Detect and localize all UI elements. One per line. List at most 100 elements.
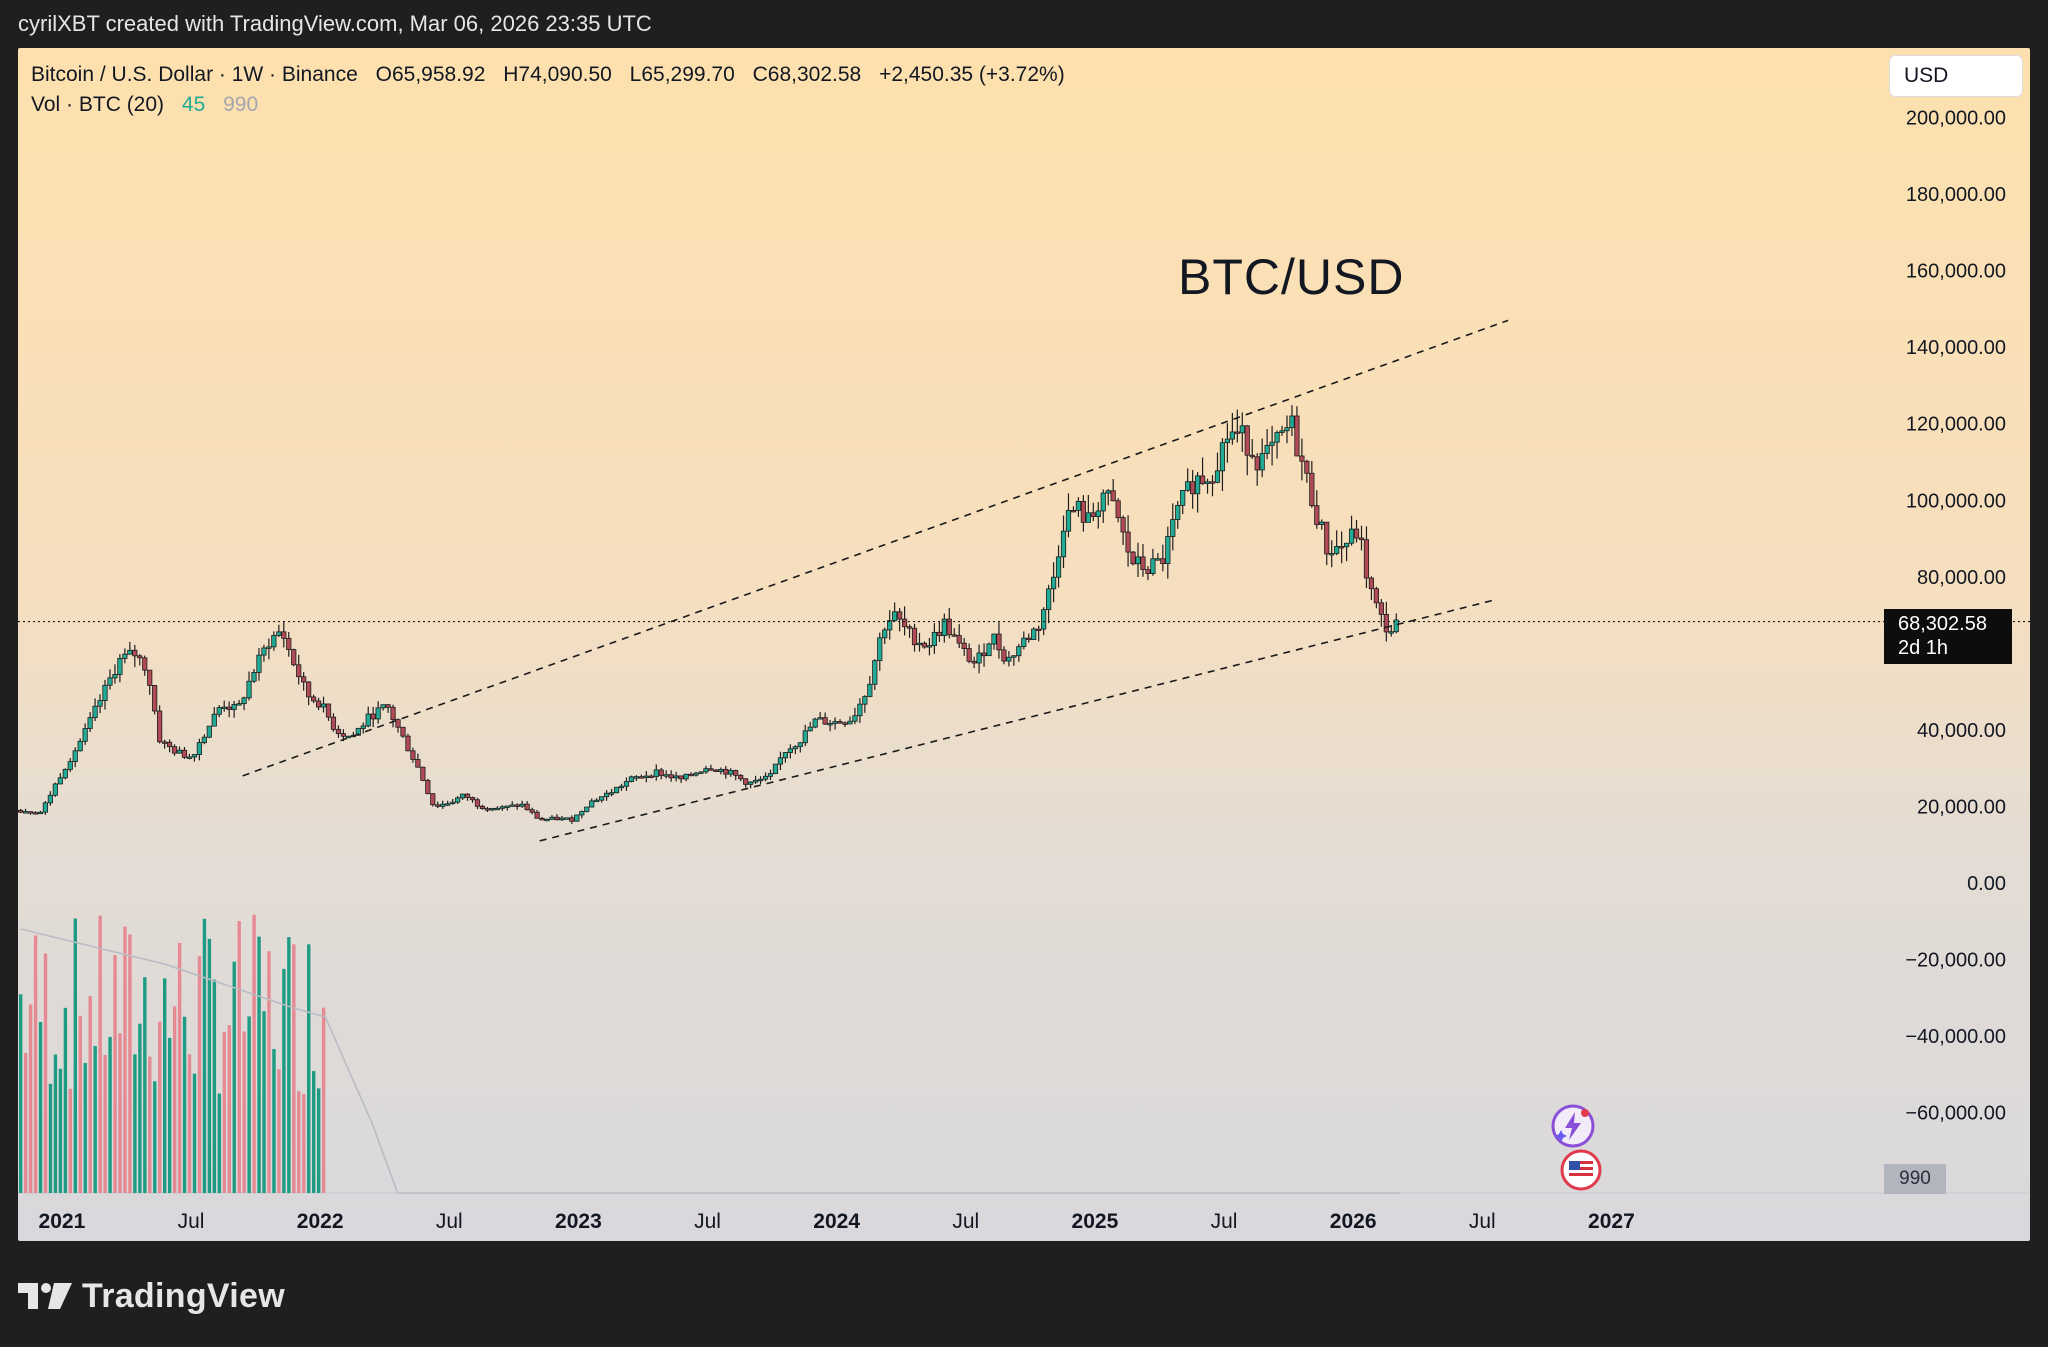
- currency-selector[interactable]: USD: [1889, 55, 2023, 97]
- candle-down: [688, 773, 694, 777]
- candle-up: [564, 817, 570, 820]
- candle-up: [1060, 530, 1067, 558]
- lightning-badge-icon[interactable]: [1550, 1103, 1596, 1149]
- candle-down: [142, 657, 148, 671]
- volume-bar: [297, 1091, 301, 1193]
- candle-down: [395, 719, 401, 728]
- candle-up: [1041, 609, 1047, 630]
- candle-up: [221, 706, 227, 709]
- volume-bar: [232, 961, 236, 1193]
- y-tick-label: 20,000.00: [1917, 796, 2006, 818]
- legend-volume-line[interactable]: Vol · BTC (20) 45 990: [31, 90, 1077, 120]
- legend-symbol-line[interactable]: Bitcoin / U.S. Dollar · 1W · Binance O65…: [31, 60, 1077, 90]
- candle-up: [1050, 576, 1057, 590]
- x-tick-label: 2026: [1330, 1210, 1377, 1233]
- candle-up: [544, 818, 550, 822]
- candle-down: [415, 759, 421, 768]
- y-tick-label: −20,000.00: [1905, 950, 2006, 972]
- candle-up: [594, 799, 600, 803]
- volume-bar: [88, 996, 92, 1193]
- candle-down: [1190, 481, 1196, 495]
- candle-up: [753, 779, 759, 783]
- candle-up: [122, 653, 128, 659]
- candle-up: [1185, 481, 1191, 491]
- candle-down: [474, 799, 481, 807]
- legend-symbol[interactable]: Bitcoin / U.S. Dollar · 1W · Binance: [31, 63, 358, 86]
- candle-up: [261, 647, 267, 656]
- candle-up: [589, 800, 595, 808]
- y-tick-label: 140,000.00: [1906, 337, 2006, 359]
- candle-up: [1100, 492, 1106, 512]
- volume-bar: [43, 953, 48, 1193]
- volume-bar: [58, 1068, 63, 1193]
- volume-bar: [33, 935, 38, 1193]
- candle-up: [440, 803, 446, 807]
- x-tick-label: 2024: [813, 1210, 860, 1233]
- candle-down: [733, 770, 739, 776]
- candle-down: [1160, 558, 1166, 565]
- candle-up: [42, 802, 49, 813]
- x-tick-label: Jul: [178, 1210, 205, 1233]
- candle-up: [459, 793, 466, 799]
- candle-up: [1095, 510, 1101, 517]
- candle-up: [345, 735, 351, 739]
- y-tick-label: 0.00: [1967, 873, 2006, 895]
- volume-bar: [28, 1004, 33, 1193]
- candle-down: [569, 817, 575, 822]
- candle-up: [1155, 558, 1161, 561]
- volume-bar: [227, 1025, 231, 1193]
- candle-down: [464, 793, 471, 798]
- volume-bar: [98, 915, 102, 1193]
- candle-down: [330, 716, 337, 730]
- chart-plot[interactable]: 200,000.00 180,000.00 160,000.00 140,000.00…: [18, 48, 2030, 1241]
- candle-up: [191, 754, 198, 758]
- candle-down: [390, 706, 396, 720]
- volume-bar: [83, 1063, 87, 1193]
- brand-footer[interactable]: TradingView: [18, 1268, 285, 1324]
- x-tick-label: 2023: [555, 1210, 602, 1233]
- candle-down: [1125, 531, 1131, 553]
- candle-up: [827, 723, 833, 726]
- candle-down: [842, 722, 848, 725]
- candle-up: [1011, 655, 1017, 658]
- candle-up: [251, 672, 257, 682]
- candle-down: [658, 769, 664, 776]
- banner-text: cyrilXBT created with TradingView.com, M…: [18, 11, 652, 36]
- top-banner: cyrilXBT created with TradingView.com, M…: [0, 0, 2048, 48]
- candle-up: [574, 814, 580, 822]
- candle-down: [1145, 569, 1151, 574]
- candle-up: [216, 707, 222, 715]
- candle-down: [911, 627, 918, 646]
- candle-up: [455, 797, 461, 803]
- candle-down: [668, 774, 674, 779]
- candle-up: [206, 725, 212, 738]
- candle-down: [157, 710, 163, 743]
- candle-up: [986, 643, 992, 657]
- candle-down: [966, 648, 972, 662]
- candle-down: [1209, 481, 1216, 484]
- volume-bar: [187, 1054, 192, 1193]
- candle-down: [420, 766, 426, 781]
- us-flag-icon[interactable]: [1559, 1148, 1603, 1192]
- candle-down: [723, 768, 729, 775]
- volume-bar: [23, 1052, 28, 1193]
- candle-up: [817, 717, 823, 720]
- y-tick-label: 180,000.00: [1906, 184, 2006, 206]
- candle-down: [400, 726, 406, 737]
- legend-volume-label[interactable]: Vol · BTC (20): [31, 93, 165, 116]
- volume-bar: [78, 1015, 82, 1193]
- candle-down: [335, 728, 342, 735]
- candle-up: [584, 806, 590, 812]
- volume-bar: [292, 944, 296, 1193]
- candle-down: [1309, 472, 1315, 507]
- volume-bar: [48, 1083, 53, 1193]
- chart-frame[interactable]: 200,000.00 180,000.00 160,000.00 140,000.00…: [18, 48, 2030, 1241]
- candle-down: [1383, 613, 1389, 633]
- volume-bar: [267, 951, 271, 1193]
- candle-up: [1388, 631, 1394, 634]
- candle-down: [1036, 628, 1042, 631]
- candle-up: [1031, 628, 1037, 640]
- volume-bar: [103, 1054, 107, 1193]
- volume-bar: [113, 955, 117, 1193]
- candle-down: [514, 804, 520, 807]
